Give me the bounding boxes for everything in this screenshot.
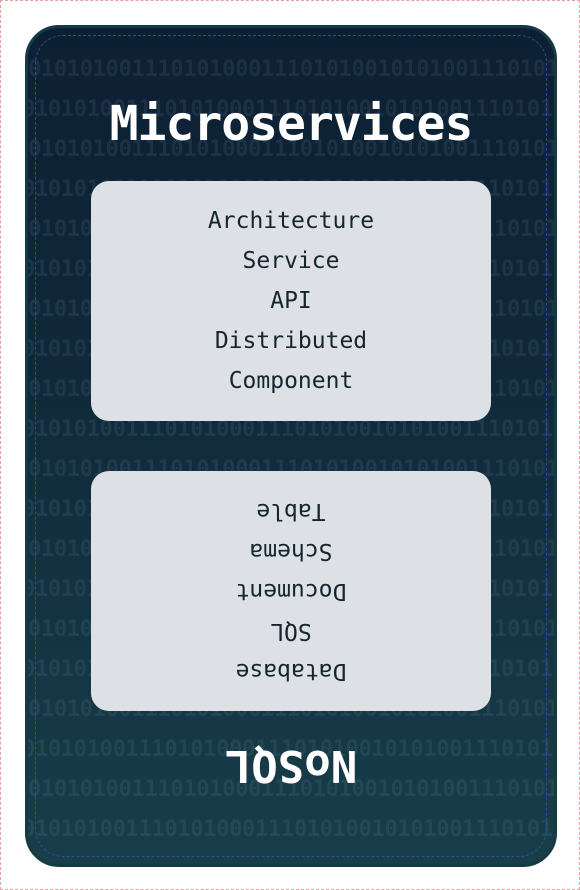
- bottom-word: Document: [235, 578, 347, 604]
- bottom-word: Table: [256, 498, 326, 524]
- top-word: Distributed: [214, 328, 368, 354]
- binary-row: 0101010011101010001110101001010100111010…: [25, 817, 554, 842]
- game-card[interactable]: 0101010011101010001110101001010100111010…: [25, 25, 557, 867]
- binary-row: 0101010011101010001110101001010100111010…: [25, 97, 554, 122]
- binary-row: 0101010011101010001110101001010100111010…: [25, 417, 554, 442]
- top-word: API: [270, 288, 312, 314]
- top-word: Service: [242, 248, 340, 274]
- bottom-word: Schema: [249, 538, 333, 564]
- card-footer-title: NoSQL: [224, 740, 358, 791]
- card-title: Microservices: [109, 96, 474, 152]
- top-word-list: Architecture Service API Distributed Compone…: [91, 181, 491, 421]
- bottom-word-list: Database SQL Document Schema Table: [91, 471, 491, 711]
- bottom-word: SQL: [270, 618, 312, 644]
- top-word: Component: [228, 368, 354, 394]
- bottom-word: Database: [235, 658, 347, 684]
- binary-row: 0101010011101010001110101001010100111010…: [28, 777, 554, 802]
- binary-background: 0101010011101010001110101001010100111010…: [28, 50, 554, 850]
- top-word: Architecture: [207, 208, 375, 234]
- binary-row: 0101010011101010001110101001010100111010…: [28, 137, 554, 162]
- binary-row: 0101010011101010001110101001010100111010…: [25, 737, 554, 762]
- binary-row: 0101010011101010001110101001010100111010…: [28, 57, 554, 82]
